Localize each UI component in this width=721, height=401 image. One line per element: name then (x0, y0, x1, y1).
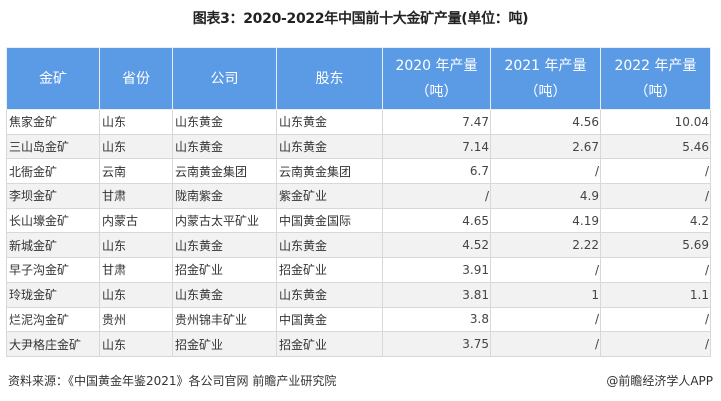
cell-mine: 早子沟金矿 (6, 257, 100, 283)
cell-2021: 4.56 (490, 109, 601, 135)
cell-2020: 3.81 (382, 281, 491, 308)
cell-shareholder: 紫金矿业 (276, 183, 383, 209)
cell-shareholder: 山东黄金 (276, 133, 383, 160)
cell-mine: 李坝金矿 (6, 183, 100, 209)
table-title: 图表3：2020-2022年中国前十大金矿产量(单位：吨) (192, 11, 529, 27)
cell-province: 甘肃 (99, 257, 173, 283)
cell-mine: 长山壕金矿 (6, 207, 100, 234)
cell-company: 云南黄金集团 (172, 158, 277, 185)
table-row: 李坝金矿 甘肃 陇南紫金 紫金矿业 / 4.9 / (6, 183, 711, 209)
cell-mine: 大尹格庄金矿 (6, 331, 100, 357)
cell-2021: 4.9 (490, 183, 601, 209)
cell-mine: 焦家金矿 (6, 109, 100, 135)
cell-shareholder: 山东黄金 (276, 232, 383, 259)
cell-shareholder: 云南黄金集团 (276, 158, 383, 185)
cell-2021: / (490, 306, 601, 333)
cell-mine: 北衙金矿 (6, 158, 100, 185)
cell-2021: 1 (490, 281, 601, 308)
cell-shareholder: 中国黄金国际 (276, 207, 383, 234)
cell-company: 山东黄金 (172, 232, 277, 259)
cell-2020: 4.52 (382, 232, 491, 259)
cell-2022: 5.46 (600, 133, 711, 160)
table-row: 新城金矿 山东 山东黄金 山东黄金 4.52 2.22 5.69 (6, 232, 711, 259)
table-row: 北衙金矿 云南 云南黄金集团 云南黄金集团 6.7 / / (6, 158, 711, 185)
cell-province: 山东 (99, 331, 173, 357)
cell-company: 招金矿业 (172, 331, 277, 357)
table-row: 大尹格庄金矿 山东 招金矿业 招金矿业 3.75 / / (6, 331, 711, 357)
cell-company: 山东黄金 (172, 109, 277, 135)
cell-province: 山东 (99, 109, 173, 135)
cell-mine: 烂泥沟金矿 (6, 306, 100, 333)
cell-2022: 4.2 (600, 207, 711, 234)
cell-province: 山东 (99, 232, 173, 259)
header-company: 公司 (172, 47, 277, 110)
cell-province: 内蒙古 (99, 207, 173, 234)
cell-company: 内蒙古太平矿业 (172, 207, 277, 234)
cell-2021: / (490, 158, 601, 185)
cell-mine: 玲珑金矿 (6, 281, 100, 308)
header-province: 省份 (99, 47, 173, 110)
cell-company: 招金矿业 (172, 257, 277, 283)
cell-2020: 7.14 (382, 133, 491, 160)
cell-2021: 4.19 (490, 207, 601, 234)
cell-province: 山东 (99, 281, 173, 308)
cell-2022: / (600, 257, 711, 283)
cell-2022: / (600, 183, 711, 209)
cell-2022: / (600, 331, 711, 357)
cell-2022: 5.69 (600, 232, 711, 259)
table-row: 三山岛金矿 山东 山东黄金 山东黄金 7.14 2.67 5.46 (6, 133, 711, 160)
cell-mine: 新城金矿 (6, 232, 100, 259)
header-2021-output: 2021 年产量 （吨） (490, 47, 601, 110)
credit-watermark: @前瞻经济学人APP (606, 374, 713, 388)
cell-shareholder: 招金矿业 (276, 257, 383, 283)
cell-company: 山东黄金 (172, 133, 277, 160)
table-row: 玲珑金矿 山东 山东黄金 山东黄金 3.81 1 1.1 (6, 281, 711, 308)
header-gold-mine: 金矿 (6, 47, 100, 110)
cell-province: 甘肃 (99, 183, 173, 209)
header-2022-output: 2022 年产量 （吨） (600, 47, 711, 110)
cell-2021: 2.67 (490, 133, 601, 160)
cell-2021: / (490, 331, 601, 357)
cell-2020: 7.47 (382, 109, 491, 135)
cell-2020: 6.7 (382, 158, 491, 185)
cell-2020: 3.75 (382, 331, 491, 357)
cell-2020: / (382, 183, 491, 209)
cell-2022: / (600, 306, 711, 333)
gold-mine-production-table: 金矿 省份 公司 股东 2020 年产量 （吨） 2021 年产量 （吨） 2022… (6, 47, 711, 357)
table-row: 焦家金矿 山东 山东黄金 山东黄金 7.47 4.56 10.04 (6, 109, 711, 135)
cell-company: 贵州锦丰矿业 (172, 306, 277, 333)
cell-2020: 3.8 (382, 306, 491, 333)
cell-2021: / (490, 257, 601, 283)
cell-shareholder: 招金矿业 (276, 331, 383, 357)
cell-shareholder: 山东黄金 (276, 109, 383, 135)
table-row: 早子沟金矿 甘肃 招金矿业 招金矿业 3.91 / / (6, 257, 711, 283)
cell-2022: / (600, 158, 711, 185)
cell-2020: 4.65 (382, 207, 491, 234)
cell-2022: 1.1 (600, 281, 711, 308)
cell-shareholder: 中国黄金 (276, 306, 383, 333)
table-row: 长山壕金矿 内蒙古 内蒙古太平矿业 中国黄金国际 4.65 4.19 4.2 (6, 207, 711, 234)
header-2020-output: 2020 年产量 （吨） (382, 47, 491, 110)
source-note: 资料来源：《中国黄金年鉴2021》各公司官网 前瞻产业研究院 (8, 374, 337, 388)
cell-company: 山东黄金 (172, 281, 277, 308)
cell-2021: 2.22 (490, 232, 601, 259)
cell-shareholder: 山东黄金 (276, 281, 383, 308)
header-row: 金矿 省份 公司 股东 2020 年产量 （吨） 2021 年产量 （吨） 2022… (6, 47, 711, 110)
cell-2022: 10.04 (600, 109, 711, 135)
cell-province: 山东 (99, 133, 173, 160)
table-row: 烂泥沟金矿 贵州 贵州锦丰矿业 中国黄金 3.8 / / (6, 306, 711, 333)
cell-mine: 三山岛金矿 (6, 133, 100, 160)
cell-province: 云南 (99, 158, 173, 185)
cell-province: 贵州 (99, 306, 173, 333)
cell-2020: 3.91 (382, 257, 491, 283)
cell-company: 陇南紫金 (172, 183, 277, 209)
header-shareholder: 股东 (276, 47, 383, 110)
